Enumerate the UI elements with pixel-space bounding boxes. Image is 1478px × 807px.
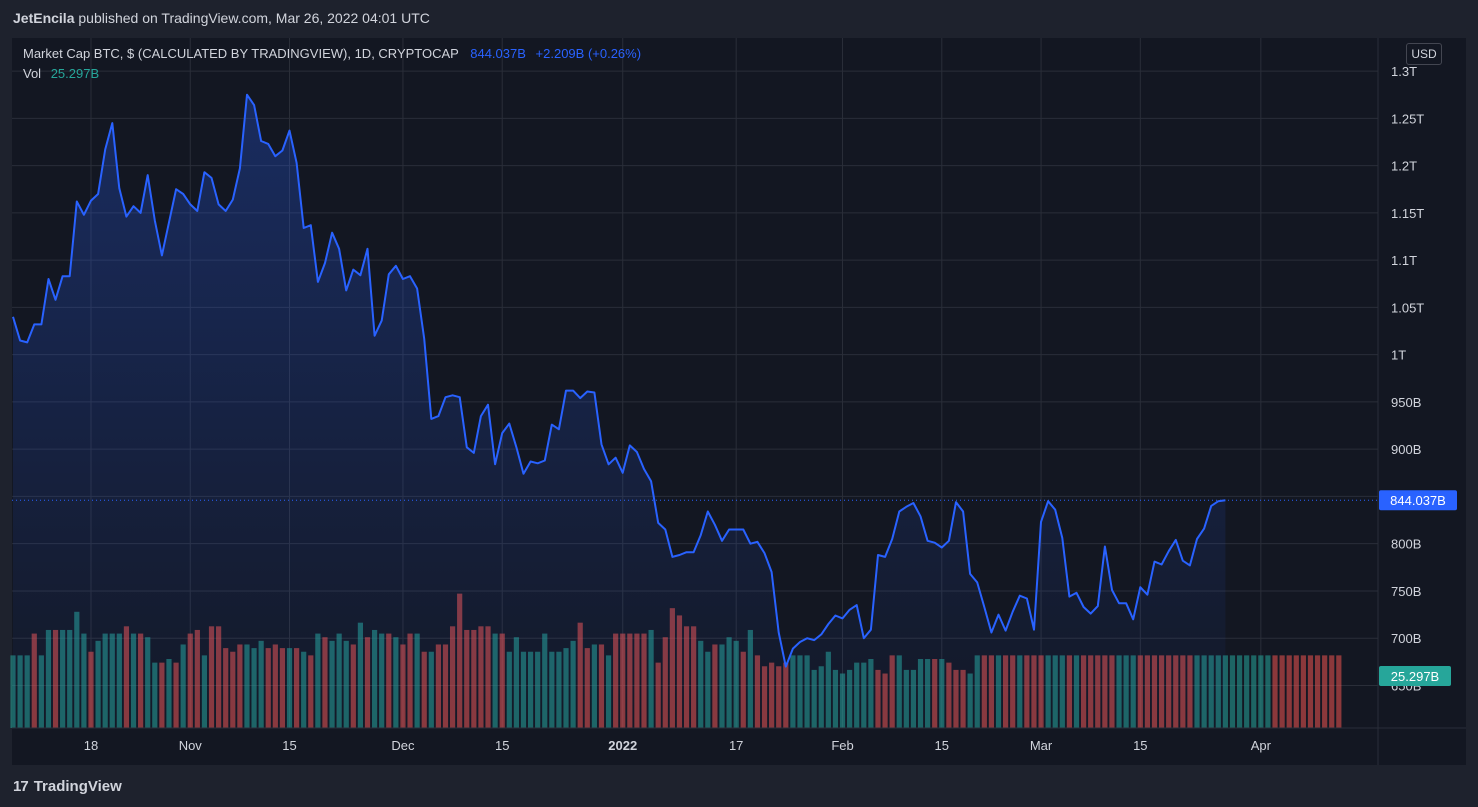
time-tick-label: Dec [391,738,415,753]
published-text: published on TradingView.com, Mar 26, 20… [78,10,430,26]
time-tick-label: 15 [935,738,949,753]
volume-bar [1336,655,1342,728]
price-tick-label: 950B [1391,395,1421,410]
volume-bar [1307,655,1314,728]
time-tick-label: 15 [495,738,509,753]
volume-bar [1322,655,1328,728]
series-legend: Market Cap BTC, $ (CALCULATED BY TRADING… [23,46,641,61]
volume-bar [1314,655,1321,728]
price-line [12,93,1226,668]
last-price-tag [1379,490,1457,511]
last-value: 844.037B [470,46,526,61]
price-tick-label: 1.1T [1391,253,1417,268]
volume-bar [1229,655,1236,728]
time-tick-label: 17 [729,738,743,753]
volume-bar [1293,655,1299,728]
time-tick-label: Mar [1030,738,1053,753]
price-area [13,94,1226,728]
time-tick-label: Feb [831,738,853,753]
volume-bar [1251,655,1257,728]
volume-bar [1258,655,1264,728]
volume-bar [1265,655,1271,728]
price-tick-label: 1.15T [1391,206,1424,221]
price-tick-label: 1T [1391,348,1406,363]
time-tick-label: 2022 [608,738,637,753]
volume-legend: Vol 25.297B [23,66,99,81]
price-tick-label: 800B [1391,537,1421,552]
price-tick-label: 1.05T [1391,300,1424,315]
vol-label[interactable]: Vol [23,66,42,81]
vol-value: 25.297B [50,66,100,81]
volume-bar [1329,655,1335,728]
volume-bar [1244,655,1250,728]
publish-info: JetEncila published on TradingView.com, … [13,10,430,26]
time-tick-label: 15 [282,738,296,753]
publish-bar: JetEncila published on TradingView.com, … [0,0,1478,38]
brand-name: TradingView [33,777,122,795]
tradingview-logo[interactable]: 17 TradingView [13,776,122,796]
price-tick-label: 1.2T [1391,159,1417,174]
price-tick-label: 1.3T [1391,64,1417,79]
time-tick-label: Apr [1251,738,1272,753]
price-tick-label: 700B [1391,631,1421,646]
time-tick-label: Nov [179,738,203,753]
price-tick-label: 750B [1391,584,1421,599]
last-volume-tag-label: 25.297B [1391,669,1439,684]
currency-button[interactable]: USD [1406,43,1442,65]
time-tick-label: 15 [1133,738,1147,753]
volume-bar [1272,655,1278,728]
last-volume-tag [1379,666,1451,686]
author-name[interactable]: JetEncila [13,10,75,26]
price-tick-label: 1.25T [1391,111,1424,126]
price-tick-label: 900B [1391,442,1421,457]
volume-bar [1300,655,1306,728]
time-tick-label: 18 [84,738,98,753]
last-price-tag-label: 844.037B [1390,493,1446,508]
volume-bar [1236,655,1243,728]
volume-bar [1286,655,1292,728]
tradingview-logo-icon: 17 [13,777,29,795]
volume-bar [1279,655,1285,728]
change-value: +2.209B (+0.26%) [535,46,642,61]
symbol-title[interactable]: Market Cap BTC, $ (CALCULATED BY TRADING… [23,46,459,61]
